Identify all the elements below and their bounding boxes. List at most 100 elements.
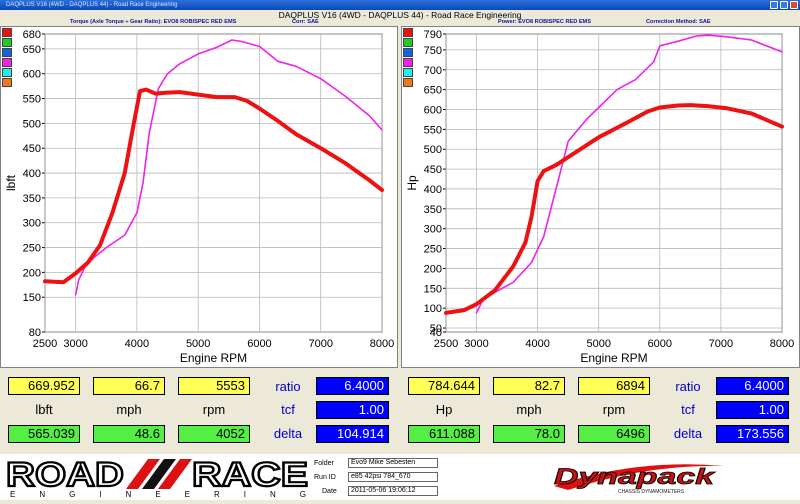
y-tick-label: 500 bbox=[424, 144, 442, 156]
x-axis-label: Engine RPM bbox=[580, 351, 647, 365]
y-tick-label: 150 bbox=[424, 283, 442, 295]
y-tick-label: 550 bbox=[424, 124, 442, 136]
rpm-label: rpm bbox=[602, 402, 626, 417]
y-tick-label: 600 bbox=[23, 69, 41, 81]
delta-label: delta bbox=[673, 426, 703, 441]
x-tick-label: 7000 bbox=[308, 338, 332, 350]
y-tick-label: 680 bbox=[23, 29, 41, 41]
x-tick-label: 2500 bbox=[434, 338, 458, 350]
legend-swatch-3[interactable] bbox=[2, 58, 12, 67]
x-tick-label: 2500 bbox=[33, 338, 57, 350]
rpm-label: rpm bbox=[202, 402, 226, 417]
y-tick-label: 700 bbox=[424, 65, 442, 77]
folder-label: Folder bbox=[314, 460, 334, 467]
y-tick-label: 80 bbox=[29, 327, 41, 339]
x-tick-label: 8000 bbox=[770, 338, 794, 350]
peak-mph-value: 82.7 bbox=[493, 377, 565, 395]
x-tick-label: 6000 bbox=[648, 338, 672, 350]
peak-rpm-value: 5553 bbox=[178, 377, 250, 395]
y-tick-label: 600 bbox=[424, 104, 442, 116]
legend-swatch-5[interactable] bbox=[403, 78, 413, 87]
right-subtitle-1: Power: EVO8 ROBISPEC RED EMS bbox=[498, 19, 591, 25]
power-chart-panel: 40 50 100 150 200 250 300 350 400 450 500 550 600 650… bbox=[401, 26, 800, 368]
legend-swatch-2[interactable] bbox=[2, 48, 12, 57]
torque-legend bbox=[2, 28, 13, 88]
legend-swatch-5[interactable] bbox=[2, 78, 12, 87]
x-tick-label: 3000 bbox=[63, 338, 87, 350]
peak-mph-value: 66.7 bbox=[93, 377, 165, 395]
peak-hp-value: 784.644 bbox=[408, 377, 480, 395]
footer: ROAD RACE E N G I N E E R I N G Folder E… bbox=[0, 454, 800, 500]
date-value: 2011-05-06 19:06:12 bbox=[348, 486, 438, 496]
logo-slash-3 bbox=[158, 459, 192, 489]
date-label: Date bbox=[322, 488, 337, 495]
runid-label: Run ID bbox=[314, 474, 336, 481]
legend-swatch-3[interactable] bbox=[403, 58, 413, 67]
magenta-trace bbox=[475, 34, 783, 314]
magenta-trace bbox=[74, 39, 383, 296]
close-button[interactable] bbox=[790, 1, 798, 9]
legend-swatch-4[interactable] bbox=[403, 68, 413, 77]
y-tick-label: 40 bbox=[430, 327, 442, 339]
report-heading: DAQPLUS V16 (4WD - DAQPLUS 44) - Road Ra… bbox=[278, 10, 522, 20]
plot-frame bbox=[44, 33, 383, 333]
window-titlebar: DAQPLUS V16 (4WD - DAQPLUS 44) - Road Ra… bbox=[0, 0, 800, 10]
y-axis-label: Hp bbox=[405, 175, 419, 191]
legend-swatch-0[interactable] bbox=[2, 28, 12, 37]
y-tick-label: 300 bbox=[424, 224, 442, 236]
dynapack-logo: Dynapack CHASSIS DYNAMOMETERS bbox=[548, 456, 728, 496]
x-tick-label: 5000 bbox=[586, 338, 610, 350]
legend-swatch-2[interactable] bbox=[403, 48, 413, 57]
y-tick-label: 150 bbox=[23, 292, 41, 304]
y-tick-label: 400 bbox=[424, 184, 442, 196]
minimize-button[interactable] bbox=[770, 1, 778, 9]
legend-swatch-4[interactable] bbox=[2, 68, 12, 77]
peak-lbft-value: 669.952 bbox=[8, 377, 80, 395]
dynapack-sub-text: CHASSIS DYNAMOMETERS bbox=[618, 489, 685, 495]
logo-race-text: RACE bbox=[192, 456, 308, 494]
window-title: DAQPLUS V16 (4WD - DAQPLUS 44) - Road Ra… bbox=[6, 2, 178, 8]
y-tick-label: 550 bbox=[23, 94, 41, 106]
lbft-label: lbft bbox=[35, 402, 53, 417]
folder-value: Evo9 Mike Sebesten bbox=[348, 458, 438, 468]
ratio-value: 6.4000 bbox=[716, 377, 789, 395]
y-tick-label: 50 bbox=[430, 323, 442, 335]
torque-chart-panel: 80 150 200 250 300 350 400 450 500 550 600 650 680 25… bbox=[0, 26, 398, 368]
legend-swatch-1[interactable] bbox=[2, 38, 12, 47]
y-tick-label: 650 bbox=[23, 44, 41, 56]
delta-label: delta bbox=[273, 426, 303, 441]
y-tick-label: 200 bbox=[424, 263, 442, 275]
y-tick-label: 250 bbox=[424, 244, 442, 256]
current-lbft-value: 565.039 bbox=[8, 425, 80, 443]
dynapack-logo-text: Dynapack bbox=[554, 464, 717, 489]
legend-swatch-1[interactable] bbox=[403, 38, 413, 47]
runid-value: e85 42psi 784_670 bbox=[348, 472, 438, 482]
tcf-value: 1.00 bbox=[316, 401, 389, 419]
peak-rpm-value: 6894 bbox=[578, 377, 650, 395]
hp-label: Hp bbox=[435, 402, 453, 417]
x-tick-label: 3000 bbox=[464, 338, 488, 350]
power-legend bbox=[403, 28, 414, 88]
left-subtitle-2: Corr: SAE bbox=[292, 19, 319, 25]
x-tick-label: 5000 bbox=[186, 338, 210, 350]
right-subtitle-2: Correction Method: SAE bbox=[646, 19, 711, 25]
y-tick-label: 200 bbox=[23, 267, 41, 279]
current-hp-value: 611.088 bbox=[408, 425, 480, 443]
y-tick-label: 350 bbox=[424, 204, 442, 216]
torque-chart[interactable]: 80 150 200 250 300 350 400 450 500 550 600 650 680 25… bbox=[1, 27, 397, 367]
maximize-button[interactable] bbox=[780, 1, 788, 9]
current-rpm-value: 4052 bbox=[178, 425, 250, 443]
logo-engineering-text: E N G I N E E R I N G bbox=[10, 490, 306, 499]
red-trace bbox=[444, 103, 784, 315]
legend-swatch-0[interactable] bbox=[403, 28, 413, 37]
y-tick-label: 250 bbox=[23, 243, 41, 255]
y-tick-label: 790 bbox=[424, 29, 442, 41]
ratio-label: ratio bbox=[675, 379, 701, 394]
tcf-label: tcf bbox=[681, 402, 695, 417]
mph-label: mph bbox=[116, 402, 142, 417]
logo-road-text: ROAD bbox=[6, 456, 124, 494]
y-tick-label: 500 bbox=[23, 118, 41, 130]
tcf-value: 1.00 bbox=[716, 401, 789, 419]
tcf-label: tcf bbox=[281, 402, 295, 417]
